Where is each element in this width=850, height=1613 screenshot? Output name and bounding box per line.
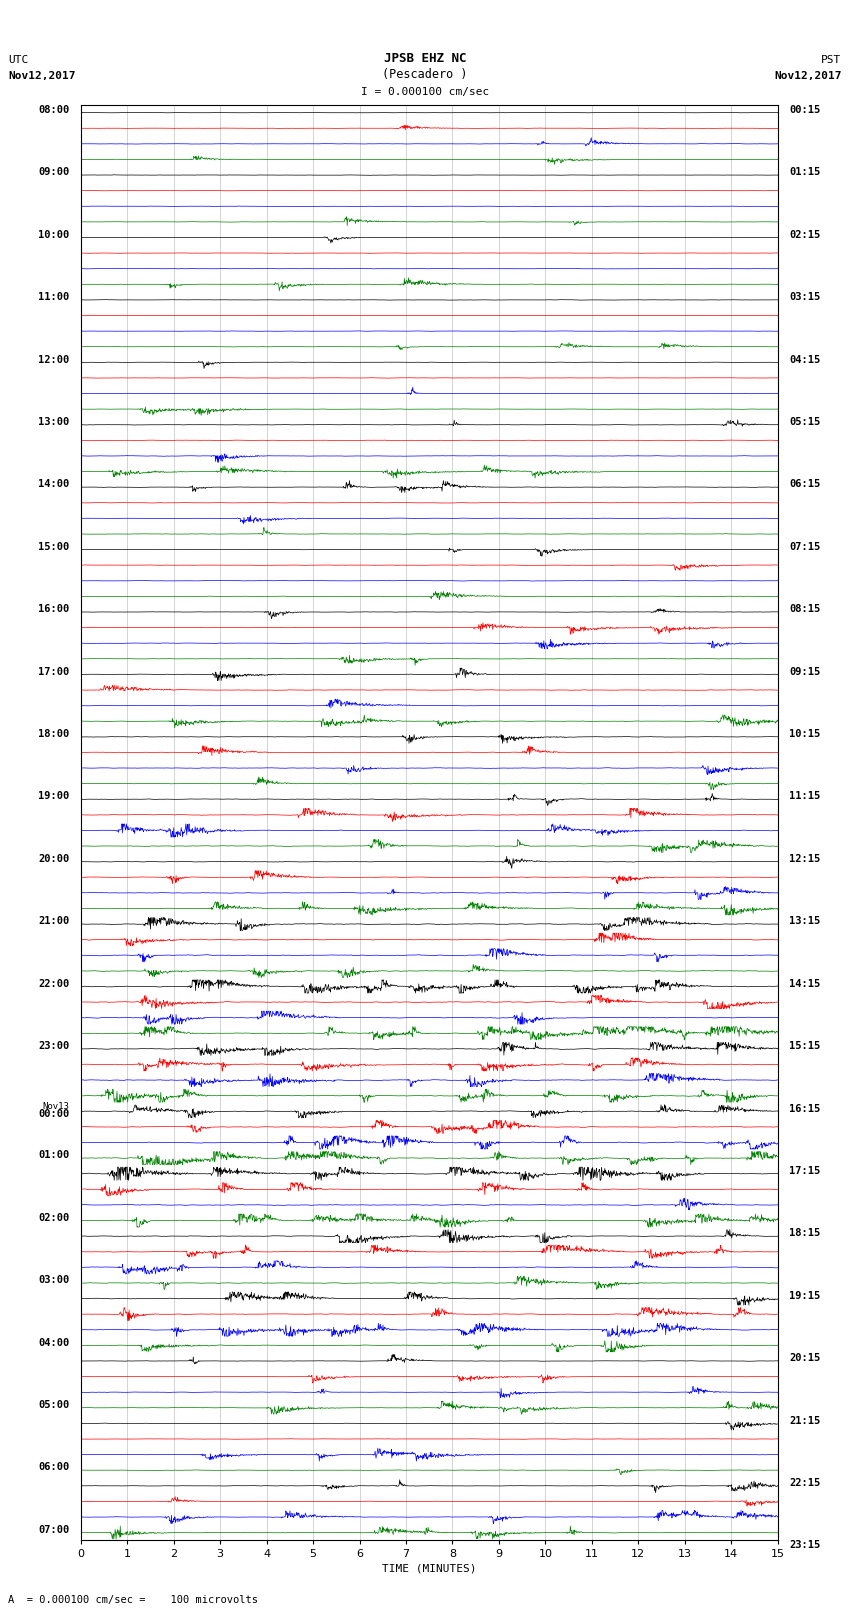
Text: 22:00: 22:00 xyxy=(38,979,69,989)
Text: 03:15: 03:15 xyxy=(790,292,820,302)
Text: 08:00: 08:00 xyxy=(38,105,69,115)
Text: 09:00: 09:00 xyxy=(38,168,69,177)
Text: 00:15: 00:15 xyxy=(790,105,820,115)
Text: 14:15: 14:15 xyxy=(790,979,820,989)
Text: 20:00: 20:00 xyxy=(38,853,69,865)
Text: 01:00: 01:00 xyxy=(38,1150,69,1160)
Text: PST: PST xyxy=(821,55,842,65)
Text: 01:15: 01:15 xyxy=(790,168,820,177)
Text: 04:00: 04:00 xyxy=(38,1337,69,1347)
Text: 09:15: 09:15 xyxy=(790,666,820,676)
Text: 02:00: 02:00 xyxy=(38,1213,69,1223)
Text: 10:00: 10:00 xyxy=(38,229,69,240)
Text: 14:00: 14:00 xyxy=(38,479,69,489)
Text: 16:00: 16:00 xyxy=(38,605,69,615)
Text: JPSB EHZ NC: JPSB EHZ NC xyxy=(383,52,467,65)
Text: 12:00: 12:00 xyxy=(38,355,69,365)
Text: 12:15: 12:15 xyxy=(790,853,820,865)
Text: 06:15: 06:15 xyxy=(790,479,820,489)
Text: Nov12,2017: Nov12,2017 xyxy=(774,71,842,81)
Text: 06:00: 06:00 xyxy=(38,1463,69,1473)
Text: 03:00: 03:00 xyxy=(38,1276,69,1286)
Text: 17:00: 17:00 xyxy=(38,666,69,676)
Text: (Pescadero ): (Pescadero ) xyxy=(382,68,468,81)
Text: 08:15: 08:15 xyxy=(790,605,820,615)
Text: 10:15: 10:15 xyxy=(790,729,820,739)
Text: 05:15: 05:15 xyxy=(790,416,820,427)
Text: 17:15: 17:15 xyxy=(790,1166,820,1176)
Text: 23:00: 23:00 xyxy=(38,1040,69,1052)
Text: I = 0.000100 cm/sec: I = 0.000100 cm/sec xyxy=(361,87,489,97)
Text: 16:15: 16:15 xyxy=(790,1103,820,1113)
Text: 19:15: 19:15 xyxy=(790,1290,820,1300)
Text: Nov13: Nov13 xyxy=(42,1102,69,1111)
Text: A  = 0.000100 cm/sec =    100 microvolts: A = 0.000100 cm/sec = 100 microvolts xyxy=(8,1595,258,1605)
Text: 20:15: 20:15 xyxy=(790,1353,820,1363)
Text: 15:00: 15:00 xyxy=(38,542,69,552)
Text: 13:00: 13:00 xyxy=(38,416,69,427)
Text: 11:00: 11:00 xyxy=(38,292,69,302)
Text: 23:15: 23:15 xyxy=(790,1540,820,1550)
Text: 13:15: 13:15 xyxy=(790,916,820,926)
Text: 07:00: 07:00 xyxy=(38,1524,69,1536)
Text: 02:15: 02:15 xyxy=(790,229,820,240)
Text: 21:00: 21:00 xyxy=(38,916,69,926)
X-axis label: TIME (MINUTES): TIME (MINUTES) xyxy=(382,1563,477,1574)
Text: 04:15: 04:15 xyxy=(790,355,820,365)
Text: 11:15: 11:15 xyxy=(790,792,820,802)
Text: 21:15: 21:15 xyxy=(790,1416,820,1426)
Text: Nov12,2017: Nov12,2017 xyxy=(8,71,76,81)
Text: 05:00: 05:00 xyxy=(38,1400,69,1410)
Text: 22:15: 22:15 xyxy=(790,1478,820,1489)
Text: 19:00: 19:00 xyxy=(38,792,69,802)
Text: 00:00: 00:00 xyxy=(38,1110,69,1119)
Text: 07:15: 07:15 xyxy=(790,542,820,552)
Text: 18:15: 18:15 xyxy=(790,1229,820,1239)
Text: 15:15: 15:15 xyxy=(790,1040,820,1052)
Text: UTC: UTC xyxy=(8,55,29,65)
Text: 18:00: 18:00 xyxy=(38,729,69,739)
